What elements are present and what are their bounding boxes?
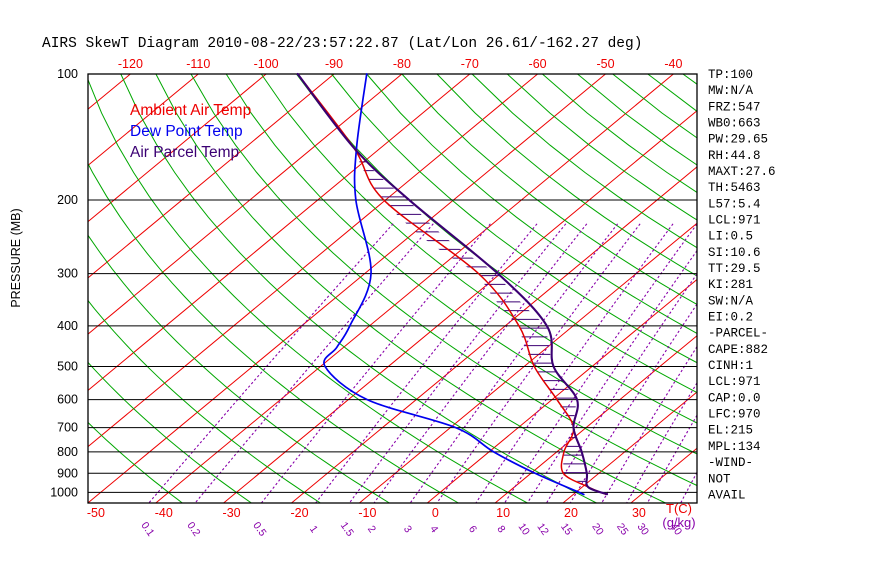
svg-text:-110: -110	[186, 57, 210, 71]
svg-text:(g/kg): (g/kg)	[662, 515, 695, 530]
svg-text:30: 30	[632, 506, 646, 520]
svg-text:-60: -60	[529, 57, 547, 71]
svg-text:FRZ:547: FRZ:547	[708, 100, 761, 114]
svg-text:-50: -50	[87, 506, 105, 520]
svg-text:WB0:663: WB0:663	[708, 117, 761, 131]
svg-text:AVAIL: AVAIL	[708, 488, 746, 502]
svg-text:MW:N/A: MW:N/A	[708, 84, 754, 98]
svg-text:EL:215: EL:215	[708, 424, 753, 438]
svg-text:20: 20	[564, 506, 578, 520]
svg-text:LFC:970: LFC:970	[708, 408, 761, 422]
svg-text:SI:10.6: SI:10.6	[708, 246, 761, 260]
svg-text:LCL:971: LCL:971	[708, 375, 761, 389]
svg-text:-WIND-: -WIND-	[708, 456, 753, 470]
svg-text:200: 200	[57, 193, 78, 207]
svg-text:TH:5463: TH:5463	[708, 181, 761, 195]
svg-text:-PARCEL-: -PARCEL-	[708, 327, 768, 341]
svg-text:Dew Point Temp: Dew Point Temp	[130, 123, 243, 140]
svg-text:-120: -120	[118, 57, 143, 71]
svg-text:-70: -70	[461, 57, 479, 71]
svg-text:900: 900	[57, 466, 78, 480]
svg-text:KI:281: KI:281	[708, 278, 753, 292]
svg-text:NOT: NOT	[708, 472, 731, 486]
svg-text:CINH:1: CINH:1	[708, 359, 753, 373]
svg-text:1000: 1000	[50, 485, 78, 499]
svg-text:0: 0	[432, 506, 439, 520]
svg-text:RH:44.8: RH:44.8	[708, 149, 761, 163]
svg-text:MPL:134: MPL:134	[708, 440, 761, 454]
svg-text:-40: -40	[664, 57, 682, 71]
svg-text:PRESSURE (MB): PRESSURE (MB)	[9, 208, 23, 307]
svg-text:-50: -50	[596, 57, 614, 71]
svg-text:300: 300	[57, 267, 78, 281]
svg-text:Ambient Air Temp: Ambient Air Temp	[130, 102, 251, 119]
svg-text:10: 10	[496, 506, 510, 520]
svg-text:TP:100: TP:100	[708, 68, 753, 82]
svg-text:800: 800	[57, 445, 78, 459]
svg-text:CAPE:882: CAPE:882	[708, 343, 768, 357]
svg-text:TT:29.5: TT:29.5	[708, 262, 761, 276]
svg-text:CAP:0.0: CAP:0.0	[708, 391, 761, 405]
svg-text:-80: -80	[393, 57, 411, 71]
svg-text:-100: -100	[254, 57, 279, 71]
svg-text:Air Parcel Temp: Air Parcel Temp	[130, 144, 239, 161]
svg-text:T(C): T(C)	[666, 501, 692, 516]
svg-text:PW:29.65: PW:29.65	[708, 133, 768, 147]
svg-text:AIRS SkewT Diagram 2010-08-22/: AIRS SkewT Diagram 2010-08-22/23:57:22.8…	[42, 36, 642, 52]
svg-text:-10: -10	[358, 506, 376, 520]
svg-text:600: 600	[57, 393, 78, 407]
svg-text:LI:0.5: LI:0.5	[708, 230, 753, 244]
svg-text:-40: -40	[155, 506, 173, 520]
svg-text:LCL:971: LCL:971	[708, 214, 761, 228]
svg-text:-90: -90	[325, 57, 343, 71]
svg-text:700: 700	[57, 421, 78, 435]
svg-text:L57:5.4: L57:5.4	[708, 197, 761, 211]
svg-text:-30: -30	[223, 506, 241, 520]
svg-text:MAXT:27.6: MAXT:27.6	[708, 165, 776, 179]
svg-text:400: 400	[57, 319, 78, 333]
svg-text:SW:N/A: SW:N/A	[708, 294, 754, 308]
svg-text:-20: -20	[290, 506, 308, 520]
svg-text:EI:0.2: EI:0.2	[708, 311, 753, 325]
svg-text:500: 500	[57, 360, 78, 374]
svg-text:100: 100	[57, 67, 78, 81]
